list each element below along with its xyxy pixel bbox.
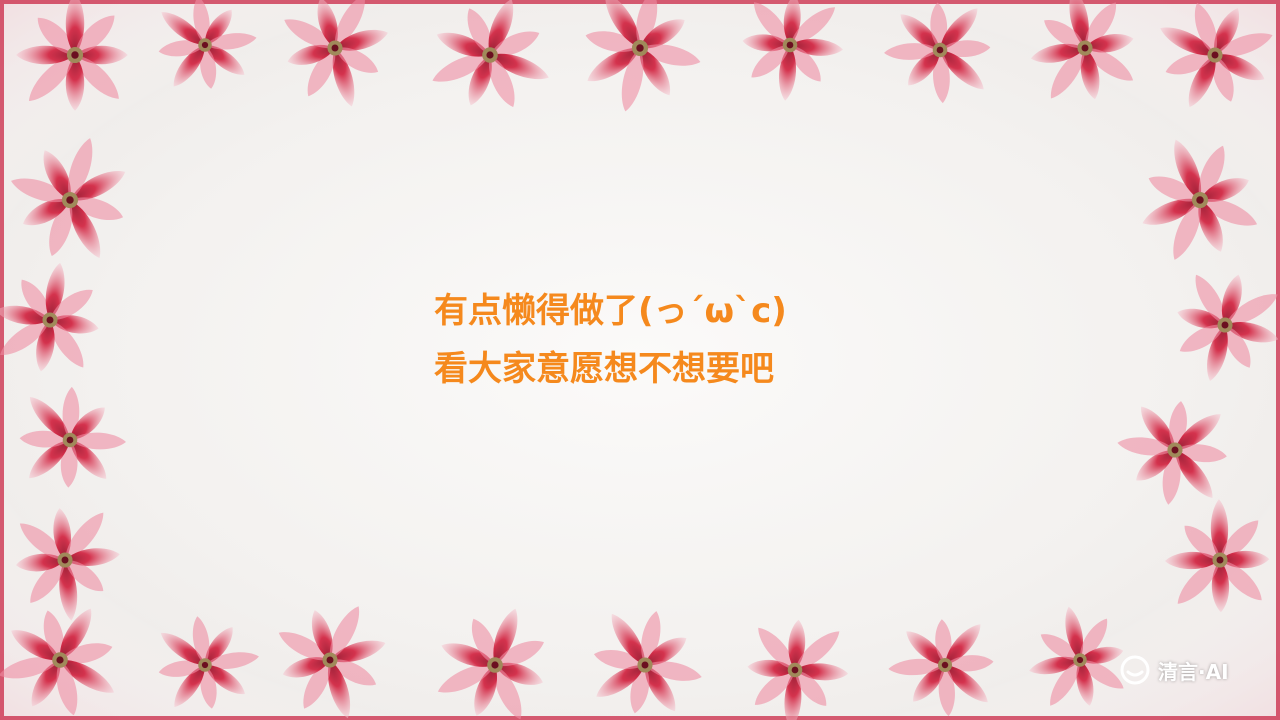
watermark-text: 清言·AI [1158,659,1229,684]
flower-decoration [1117,401,1227,505]
flower-decoration [432,0,549,108]
flower-decoration [1030,0,1134,100]
message-line-2: 看大家意愿想不想要吧 [434,349,774,389]
flower-decoration [747,619,849,720]
flower-decoration [1142,139,1258,260]
message-text: 有点懒得做了(っ´ω`c) 看大家意愿想不想要吧 [434,282,854,398]
chatglm-logo-icon [1120,655,1150,685]
flower-decoration [888,619,994,717]
flower-decoration [19,386,126,488]
flower-decoration [437,608,544,720]
flower-decoration [0,608,115,716]
flower-decoration [1177,274,1279,382]
flower-decoration [742,0,843,101]
flower-decoration [16,0,128,111]
watermark: 清言·AI [1118,652,1229,688]
flower-decoration [884,2,991,104]
flower-decoration [593,611,702,714]
flower-decoration [284,0,388,107]
flower-decoration [1029,606,1124,706]
flower-decoration [158,616,259,709]
flower-decoration [158,0,257,89]
flower-decoration [278,606,386,719]
flower-decoration [11,138,126,259]
message-line-1: 有点懒得做了(っ´ω`c) [434,291,787,331]
flower-decoration [1164,499,1270,613]
flower-decoration [15,508,120,621]
flower-decoration [1160,2,1273,108]
flower-decoration [585,0,701,112]
flower-decoration [0,262,99,372]
